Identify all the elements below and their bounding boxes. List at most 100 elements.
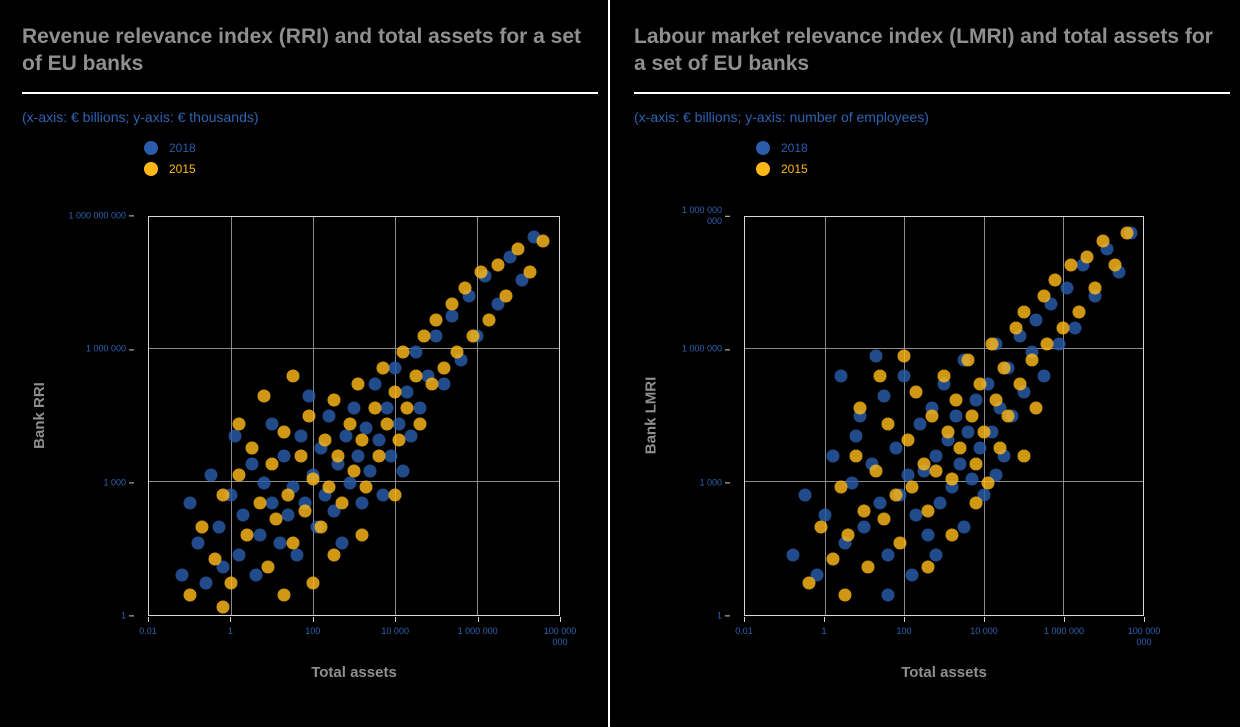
scatter-point [216,600,230,614]
scatter-point [1017,449,1031,463]
y-axis-title-text: Bank LMRI [642,376,660,455]
scatter-point [195,520,209,534]
scatter-point [216,560,230,574]
scatter-point [834,369,848,383]
scatter-point [404,429,418,443]
scatter-point [482,313,496,327]
scatter-point [909,385,923,399]
scatter-point [929,449,943,463]
scatter-point [396,464,410,478]
y-tick-label: 1 000 [62,477,136,488]
scatter-point [901,468,915,482]
scatter-point [355,433,369,447]
scatter-point [1037,369,1050,383]
y-axis-title-text: Bank RRI [30,382,48,450]
x-tick-label: 0.01 [125,616,171,637]
scatter-point [298,504,312,518]
legend-item-2018: 2018 [756,140,1230,155]
scatter-point [536,234,550,248]
scatter-point [372,449,386,463]
scatter-point [1096,234,1110,248]
scatter-point [286,536,299,550]
scatter-point [845,476,859,490]
chart-lmri: Bank LMRI 1 1 000 1 000 000 1 000 000 000 0… [634,186,1230,686]
scatter-point [921,504,935,518]
scatter-point [933,496,947,510]
scatter-point [306,472,320,486]
scatter-point [376,361,390,375]
scatter-point [257,476,271,490]
scatter-point [929,548,943,562]
scatter-point [1072,305,1086,319]
scatter-point [290,548,304,562]
scatter-point [913,417,927,431]
scatter-point [322,409,336,423]
gridline [824,216,826,615]
panel-divider [608,0,610,727]
plot-area [148,215,560,616]
scatter-point [1120,226,1134,240]
y-tick-label: 1 [674,610,732,621]
scatter-point [368,377,381,391]
scatter-point [853,401,867,415]
scatter-point [834,480,848,494]
scatter-point [1052,337,1066,351]
y-tick-label: 1 000 000 [674,344,732,355]
scatter-point [302,389,316,403]
scatter-point [786,548,800,562]
x-tick-label: 10 000 [372,616,418,637]
scatter-point [232,548,246,562]
legend-swatch-2018 [144,140,158,155]
gridline [745,481,1143,483]
scatter-point [1108,258,1122,272]
scatter-point [977,425,991,439]
chart-rri: Bank RRI 1 1 000 1 000 000 1 000 000 000 0.… [22,186,598,686]
scatter-point [857,520,871,534]
y-axis-title: Bank RRI [28,216,50,616]
scatter-point [388,361,402,375]
scatter-point [1001,409,1015,423]
scatter-point [869,349,883,363]
scatter-point [277,449,291,463]
scatter-point [873,369,887,383]
scatter-point [474,265,488,279]
gridline [231,216,232,615]
scatter-point [286,369,299,383]
scatter-point [359,480,373,494]
legend-item-2015: 2015 [144,161,598,176]
scatter-point [245,441,258,455]
scatter-point [889,488,903,502]
scatter-point [949,409,963,423]
scatter-point [499,289,513,303]
scatter-point [335,496,349,510]
scatter-point [425,377,439,391]
x-tick-labels: 0.01 1 100 10 000 1 000 000 100 000 000 [139,616,576,663]
scatter-point [861,560,875,574]
scatter-point [849,449,863,463]
scatter-point [253,528,267,542]
legend-swatch-2018 [756,140,770,155]
y-tick-label: 1 000 000 000 [674,205,732,227]
legend-label-2018: 2018 [781,140,808,155]
scatter-point [953,457,967,471]
scatter-point [901,433,915,447]
scatter-point [281,488,295,502]
scatter-point [458,281,472,295]
scatter-point [212,520,226,534]
scatter-point [388,488,402,502]
scatter-point [877,389,891,403]
scatter-point [372,433,386,447]
scatter-point [204,468,217,482]
scatter-point [869,464,883,478]
scatter-point [965,409,979,423]
scatter-point [314,520,328,534]
scatter-point [973,441,987,455]
scatter-point [331,449,345,463]
scatter-point [1060,281,1074,295]
panel-title-rri: Revenue relevance index (RRI) and total … [22,16,598,94]
scatter-point [380,401,394,415]
scatter-point [881,548,895,562]
scatter-point [199,576,213,590]
panel-subtitle-lmri: (x-axis: € billions; y-axis: number of e… [634,108,929,125]
